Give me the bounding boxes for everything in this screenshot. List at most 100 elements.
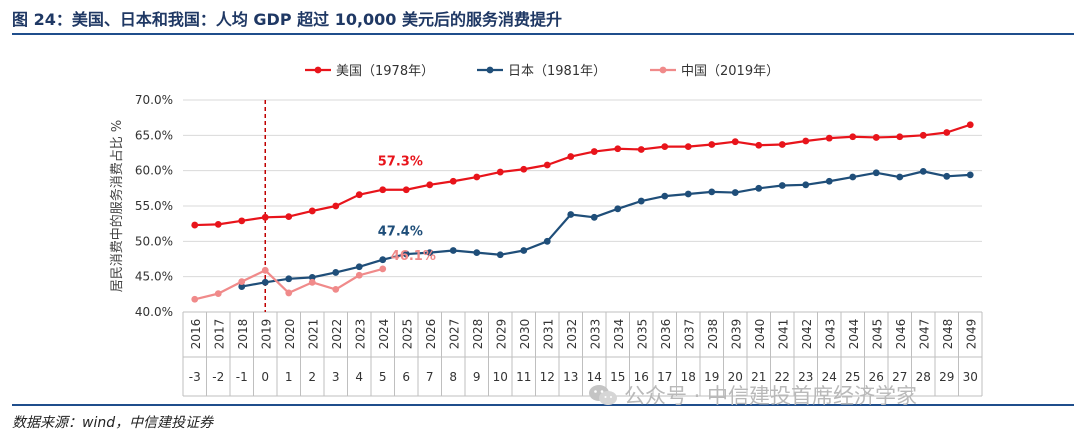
data-point (637, 197, 645, 205)
legend-label: 日本（1981年） (508, 64, 606, 79)
x-tick-year: 2030 (518, 319, 532, 350)
x-tick-year: 2025 (400, 319, 414, 350)
data-point (402, 250, 410, 258)
legend-label: 中国（2019年） (681, 64, 779, 79)
legend-marker (314, 66, 322, 74)
x-tick-year: 2021 (306, 319, 320, 350)
data-point (520, 165, 528, 173)
data-point (708, 188, 716, 196)
x-tick-offset: 12 (540, 370, 555, 384)
x-tick-offset: -2 (212, 370, 224, 384)
series-line (194, 123, 971, 227)
y-tick-label: 55.0% (135, 199, 173, 213)
x-tick-offset: 23 (798, 370, 813, 384)
data-point (285, 289, 293, 297)
x-tick-year: 2023 (353, 319, 367, 350)
x-tick-year: 2047 (917, 319, 931, 350)
x-tick-year: 2041 (776, 319, 790, 350)
data-point (919, 131, 927, 139)
data-point (379, 256, 387, 264)
data-label: 46.1% (391, 249, 436, 264)
y-tick-label: 60.0% (135, 164, 173, 178)
x-tick-offset: 7 (426, 370, 434, 384)
line-chart: 40.0% 45.0% 50.0% 55.0% 60.0% 65.0% 70.0% 居民消费中… (109, 64, 983, 397)
data-point (825, 177, 833, 185)
data-point (896, 173, 904, 181)
x-tick-year: 2028 (471, 319, 485, 350)
data-point (426, 181, 434, 189)
data-label: 47.4% (378, 225, 423, 240)
data-point (238, 217, 246, 225)
x-tick-offset: 27 (892, 370, 907, 384)
x-tick-offset: 4 (355, 370, 363, 384)
x-tick-year: 2031 (541, 319, 555, 350)
x-tick-offset: -1 (236, 370, 248, 384)
y-tick-label: 70.0% (135, 93, 173, 107)
x-tick-offset: 25 (845, 370, 860, 384)
data-point (872, 134, 880, 141)
y-tick-label: 40.0% (135, 305, 173, 319)
data-point (402, 186, 410, 194)
data-point (191, 221, 199, 229)
data-point (496, 168, 504, 176)
x-tick-offset: 19 (704, 370, 719, 384)
x-tick-year: 2042 (800, 319, 814, 350)
data-point (238, 283, 246, 290)
data-point (614, 145, 622, 153)
data-point (825, 134, 833, 142)
x-tick-year: 2044 (847, 319, 861, 350)
x-tick-offset: 22 (775, 370, 790, 384)
x-tick-offset: 26 (869, 370, 884, 384)
data-point (473, 173, 481, 181)
data-point (355, 271, 363, 279)
data-point (238, 278, 246, 286)
x-tick-year: 2048 (941, 319, 955, 350)
data-point (567, 211, 575, 218)
x-tick-year: 2033 (588, 319, 602, 350)
x-tick-offset: 15 (610, 370, 625, 384)
data-point (308, 278, 316, 286)
data-point (473, 249, 481, 257)
data-point (849, 133, 857, 141)
data-point (802, 181, 810, 189)
x-tick-year: 2035 (635, 319, 649, 350)
x-tick-year: 2040 (753, 319, 767, 350)
y-tick-label: 50.0% (135, 234, 173, 248)
watermark: 公众号 · 中信建投首席经济学家 (588, 380, 917, 410)
x-tick-offset: 17 (657, 370, 672, 384)
y-tick-label: 65.0% (135, 128, 173, 142)
x-tick-year: 2016 (189, 319, 203, 350)
x-tick-year: 2049 (964, 319, 978, 350)
data-point (919, 167, 927, 175)
data-point (426, 249, 434, 257)
x-tick-offset: 21 (751, 370, 766, 384)
data-point (731, 189, 739, 196)
x-tick-year: 2037 (682, 319, 696, 350)
data-point (590, 213, 598, 221)
x-tick-offset: 13 (563, 370, 578, 384)
x-tick-year: 2038 (706, 319, 720, 350)
data-point (355, 191, 363, 199)
data-point (943, 172, 951, 180)
data-point (637, 146, 645, 153)
x-tick-offset: 5 (379, 370, 387, 384)
x-tick-year: 2043 (823, 319, 837, 350)
x-tick-offset: 11 (516, 370, 531, 384)
data-point (261, 278, 269, 286)
x-tick-offset: 16 (634, 370, 649, 384)
legend-marker (486, 66, 494, 74)
x-tick-year: 2018 (236, 319, 250, 350)
data-point (778, 141, 786, 148)
data-point (661, 143, 669, 151)
data-point (943, 129, 951, 136)
data-point (214, 220, 222, 228)
data-point (355, 263, 363, 271)
x-tick-year: 2032 (565, 319, 579, 350)
x-tick-offset: 6 (402, 370, 410, 384)
data-point (543, 237, 551, 245)
x-tick-year: 2034 (612, 319, 626, 350)
data-point (872, 169, 880, 177)
data-label: 57.3% (378, 155, 423, 170)
data-point (684, 190, 692, 198)
wechat-icon (589, 385, 617, 405)
